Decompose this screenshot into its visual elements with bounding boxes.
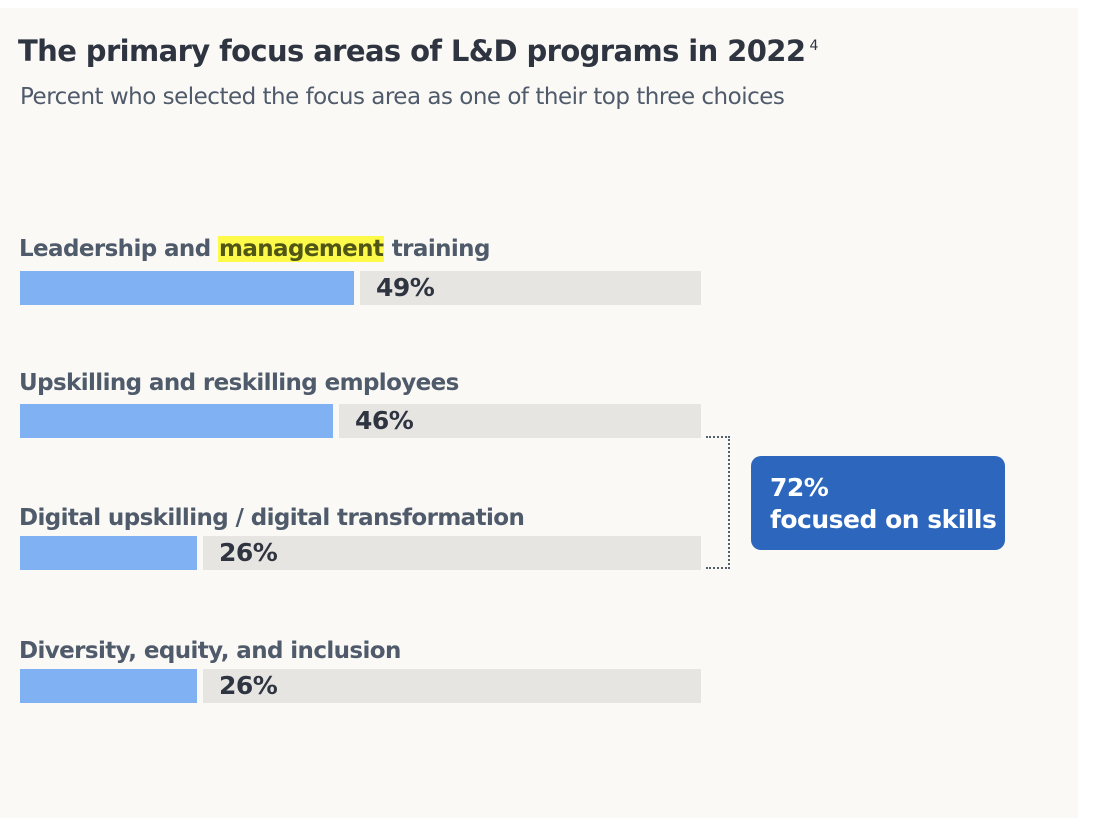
data-label: 26% (219, 538, 278, 567)
bar-track: 26% (20, 536, 701, 570)
data-label: 46% (355, 406, 414, 435)
skills-bracket (706, 436, 730, 569)
bar (20, 404, 333, 438)
category-label-text: Digital upskilling / digital transformat… (19, 505, 525, 531)
bar-remainder (360, 271, 701, 305)
category-label-text: Diversity, equity, and inclusion (19, 638, 401, 664)
chart-title: The primary focus areas of L&D programs … (18, 34, 818, 68)
bar-remainder (203, 536, 701, 570)
data-label: 26% (219, 671, 278, 700)
category-label: Diversity, equity, and inclusion (19, 638, 401, 664)
chart-subtitle: Percent who selected the focus area as o… (20, 84, 785, 110)
category-label: Leadership and management training (19, 236, 490, 262)
category-label-text: Leadership and (19, 236, 218, 262)
category-label-text: Upskilling and reskilling employees (19, 370, 459, 396)
category-label-text: training (384, 236, 491, 262)
highlighted-word: management (217, 236, 385, 262)
category-label: Upskilling and reskilling employees (19, 370, 459, 396)
bar (20, 271, 354, 305)
bar-remainder (339, 404, 701, 438)
bar (20, 536, 197, 570)
category-label: Digital upskilling / digital transformat… (19, 505, 525, 531)
bar-track: 46% (20, 404, 701, 438)
bar (20, 669, 197, 703)
bar-track: 49% (20, 271, 701, 305)
chart-panel: The primary focus areas of L&D programs … (0, 8, 1078, 818)
callout-value: 72% (770, 473, 829, 502)
data-label: 49% (376, 273, 435, 302)
skills-callout: 72% focused on skills (751, 456, 1005, 550)
footnote-marker: 4 (809, 38, 818, 55)
callout-text: focused on skills (770, 505, 997, 534)
bar-remainder (203, 669, 701, 703)
chart-title-text: The primary focus areas of L&D programs … (18, 34, 806, 68)
bar-track: 26% (20, 669, 701, 703)
